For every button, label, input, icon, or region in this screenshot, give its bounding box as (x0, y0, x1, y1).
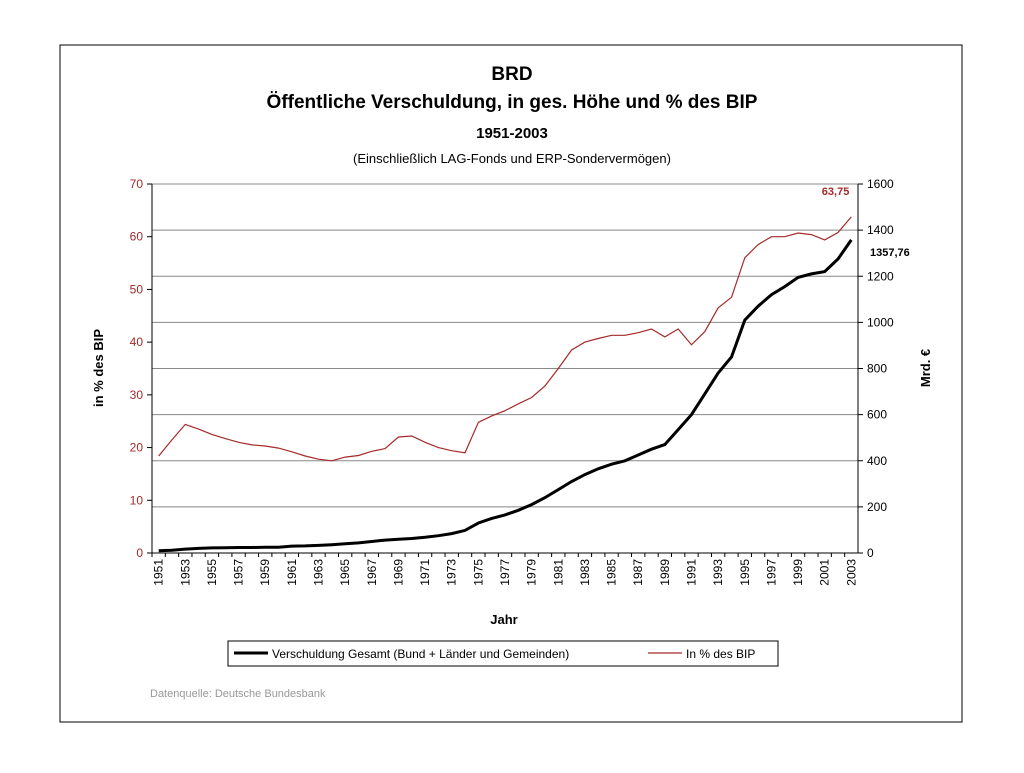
line-series (158, 216, 852, 462)
chart-title: BRD (491, 64, 532, 85)
x-tick-label: 1981 (551, 559, 565, 586)
y2-tick-label: 400 (867, 454, 887, 468)
x-tick-label: 1973 (445, 559, 459, 586)
source: Datenquelle: Deutsche Bundesbank (150, 688, 326, 700)
y-tick-label: 10 (130, 493, 144, 507)
x-tick-label: 1951 (152, 559, 166, 586)
x-tick-label: 1985 (605, 559, 619, 586)
x-tick-label: 1955 (205, 559, 219, 586)
y-tick-label: 30 (130, 388, 144, 402)
x-tick-label: 1965 (338, 559, 352, 586)
y2-axis-label: Mrd. € (918, 349, 933, 387)
y2-tick-label: 600 (867, 408, 887, 422)
x-tick-label: 1967 (365, 559, 379, 586)
y-tick-label: 40 (130, 335, 144, 349)
y2-tick-label: 800 (867, 362, 887, 376)
y2-tick-label: 1000 (867, 315, 894, 329)
x-tick-label: 1987 (631, 559, 645, 586)
y-tick-label: 70 (130, 177, 144, 191)
x-tick-label: 1961 (285, 559, 299, 586)
x-tick-label: 1963 (312, 559, 326, 586)
x-tick-label: 1975 (471, 559, 485, 586)
x-tick-label: 1977 (498, 559, 512, 586)
frame (59, 44, 963, 723)
y-tick-label: 60 (130, 230, 144, 244)
x-tick-label: 1957 (232, 559, 246, 586)
period: 1951-2003 (476, 125, 548, 142)
x-tick-label: 1969 (391, 559, 405, 586)
y2-tick-label: 200 (867, 500, 887, 514)
x-tick-label: 1999 (791, 559, 805, 586)
y-tick-label: 50 (130, 282, 144, 296)
x-tick-label: 1993 (711, 559, 725, 586)
x-tick-label: 1979 (525, 559, 539, 586)
x-tick-label: 1953 (178, 559, 192, 586)
x-axis-label: Jahr (490, 612, 517, 627)
chart-subtitle: Öffentliche Verschuldung, in ges. Höhe u… (267, 92, 758, 113)
legend-label: Verschuldung Gesamt (Bund + Länder und G… (272, 647, 569, 661)
x-tick-label: 1997 (764, 559, 778, 586)
x-tick-label: 1989 (658, 559, 672, 586)
x-tick-label: 1983 (578, 559, 592, 586)
y-axis-label: in % des BIP (91, 329, 106, 407)
y-tick-label: 0 (136, 546, 143, 560)
y-tick-label: 20 (130, 441, 144, 455)
y2-tick-label: 1600 (867, 177, 894, 191)
y2-tick-label: 1200 (867, 269, 894, 283)
x-tick-label: 1991 (684, 559, 698, 586)
x-tick-label: 2001 (818, 559, 832, 586)
x-tick-label: 1971 (418, 559, 432, 586)
line-series (158, 239, 853, 553)
data-label: 63,75 (822, 186, 850, 198)
y2-tick-label: 1400 (867, 223, 894, 237)
x-tick-label: 2003 (844, 559, 858, 586)
x-tick-label: 1959 (258, 559, 272, 586)
x-tick-label: 1995 (738, 559, 752, 586)
y2-tick-label: 0 (867, 546, 874, 560)
data-label: 1357,76 (870, 247, 910, 259)
legend-label: In % des BIP (686, 647, 755, 661)
legend-box (227, 640, 779, 667)
note: (Einschließlich LAG-Fonds und ERP-Sonder… (353, 151, 671, 166)
